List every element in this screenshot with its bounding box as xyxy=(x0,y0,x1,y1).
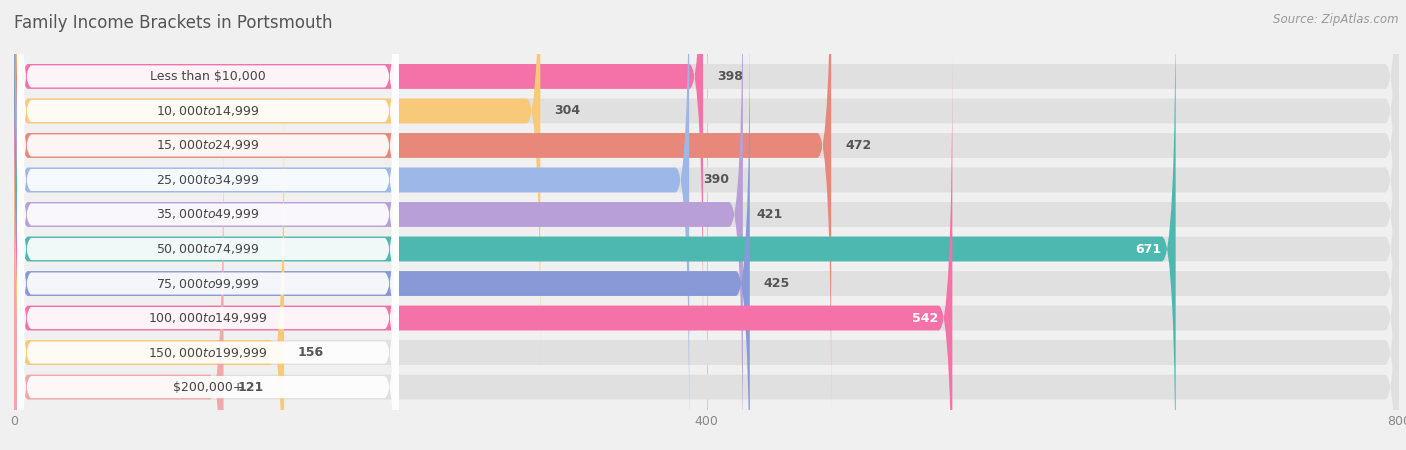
FancyBboxPatch shape xyxy=(17,53,398,450)
FancyBboxPatch shape xyxy=(14,54,952,450)
FancyBboxPatch shape xyxy=(17,0,398,450)
FancyBboxPatch shape xyxy=(14,123,1399,450)
Text: $10,000 to $14,999: $10,000 to $14,999 xyxy=(156,104,260,118)
Text: 425: 425 xyxy=(763,277,790,290)
FancyBboxPatch shape xyxy=(17,0,398,342)
FancyBboxPatch shape xyxy=(14,89,1399,450)
Text: $35,000 to $49,999: $35,000 to $49,999 xyxy=(156,207,260,221)
Text: $100,000 to $149,999: $100,000 to $149,999 xyxy=(148,311,267,325)
FancyBboxPatch shape xyxy=(14,0,1399,450)
Text: Less than $10,000: Less than $10,000 xyxy=(150,70,266,83)
Text: $50,000 to $74,999: $50,000 to $74,999 xyxy=(156,242,260,256)
FancyBboxPatch shape xyxy=(14,0,703,340)
Text: 671: 671 xyxy=(1136,243,1161,256)
Text: $200,000+: $200,000+ xyxy=(173,381,243,394)
Text: $150,000 to $199,999: $150,000 to $199,999 xyxy=(148,346,267,360)
FancyBboxPatch shape xyxy=(14,54,1399,450)
FancyBboxPatch shape xyxy=(14,0,742,450)
Text: 156: 156 xyxy=(298,346,325,359)
FancyBboxPatch shape xyxy=(14,0,1399,450)
FancyBboxPatch shape xyxy=(14,0,1399,375)
FancyBboxPatch shape xyxy=(17,87,398,450)
FancyBboxPatch shape xyxy=(17,0,398,410)
Text: 542: 542 xyxy=(912,311,938,324)
FancyBboxPatch shape xyxy=(14,0,540,375)
Text: $75,000 to $99,999: $75,000 to $99,999 xyxy=(156,276,260,291)
Text: 398: 398 xyxy=(717,70,742,83)
FancyBboxPatch shape xyxy=(17,0,398,376)
Text: 421: 421 xyxy=(756,208,783,221)
FancyBboxPatch shape xyxy=(14,0,1399,409)
Text: 121: 121 xyxy=(238,381,264,394)
Text: 304: 304 xyxy=(554,104,581,117)
Text: 472: 472 xyxy=(845,139,872,152)
FancyBboxPatch shape xyxy=(14,0,831,409)
FancyBboxPatch shape xyxy=(14,0,1175,450)
FancyBboxPatch shape xyxy=(14,123,224,450)
Text: 390: 390 xyxy=(703,174,730,186)
FancyBboxPatch shape xyxy=(17,0,398,445)
FancyBboxPatch shape xyxy=(14,0,1399,444)
FancyBboxPatch shape xyxy=(17,0,398,450)
Text: Source: ZipAtlas.com: Source: ZipAtlas.com xyxy=(1274,14,1399,27)
FancyBboxPatch shape xyxy=(14,20,1399,450)
Text: $25,000 to $34,999: $25,000 to $34,999 xyxy=(156,173,260,187)
FancyBboxPatch shape xyxy=(14,20,749,450)
Text: Family Income Brackets in Portsmouth: Family Income Brackets in Portsmouth xyxy=(14,14,333,32)
FancyBboxPatch shape xyxy=(14,89,284,450)
FancyBboxPatch shape xyxy=(14,0,1399,340)
Text: $15,000 to $24,999: $15,000 to $24,999 xyxy=(156,139,260,153)
FancyBboxPatch shape xyxy=(14,0,689,444)
FancyBboxPatch shape xyxy=(17,122,398,450)
FancyBboxPatch shape xyxy=(17,18,398,450)
